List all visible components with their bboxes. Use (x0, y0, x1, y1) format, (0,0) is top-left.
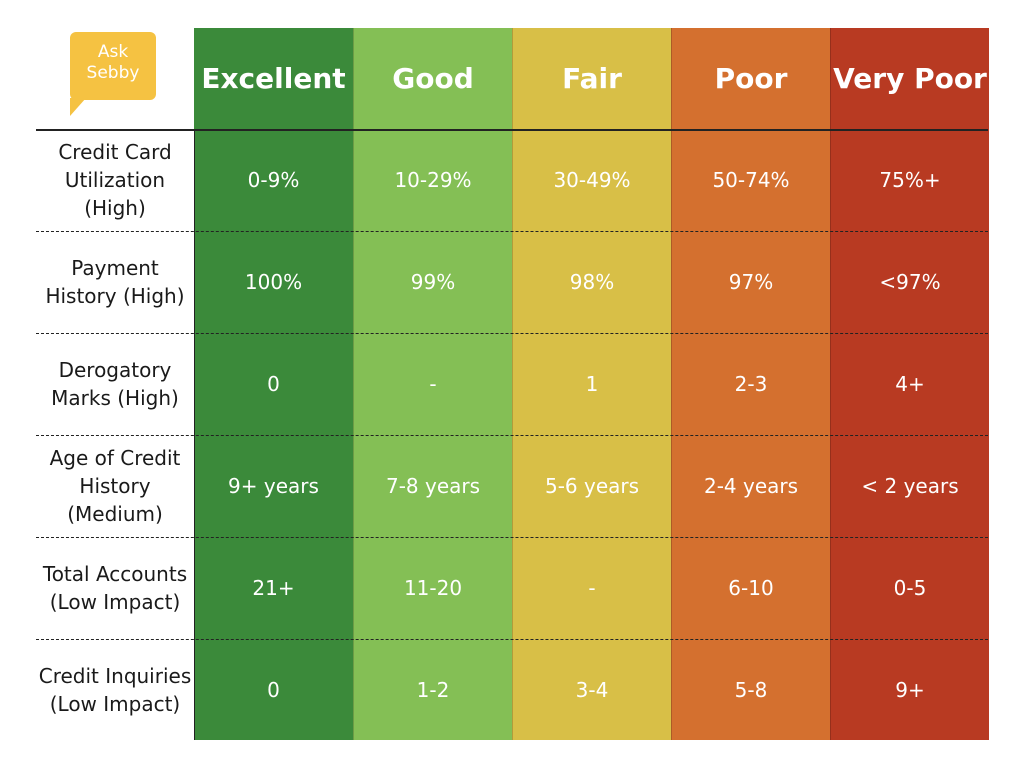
logo-line-1: Ask (97, 42, 129, 62)
column-header-excellent: Excellent (201, 62, 346, 95)
table-cell: 4+ (895, 372, 925, 396)
row-label-line: (Low Impact) (49, 590, 181, 614)
row-label-credit-card-utilization: Credit Card Utilization (High) (36, 129, 194, 231)
credit-score-table: Excellent 0-9% 100% 0 9+ years 21+ 0 Good 10-… (36, 28, 989, 741)
column-excellent: Excellent 0-9% 100% 0 9+ years 21+ 0 (194, 28, 353, 740)
table-cell: 2-3 (734, 372, 768, 396)
row-label-credit-inquiries: Credit Inquiries (Low Impact) (36, 639, 194, 741)
table-cell: 1 (585, 372, 599, 396)
row-label-line: Credit Card (58, 140, 172, 164)
table-cell: 97% (728, 270, 774, 294)
row-label-line: Total Accounts (42, 562, 188, 586)
table-cell: 2-4 years (703, 474, 799, 498)
row-label-line: Credit Inquiries (38, 664, 192, 688)
table-cell: - (429, 372, 437, 396)
column-very-poor: Very Poor 75%+ <97% 4+ < 2 years 0-5 9+ (830, 28, 989, 740)
table-cell: 1-2 (416, 678, 450, 702)
row-divider (36, 639, 988, 640)
column-good: Good 10-29% 99% - 7-8 years 11-20 1-2 (353, 28, 512, 740)
row-label-line: (Low Impact) (49, 692, 181, 716)
table-cell: 50-74% (712, 168, 790, 192)
column-fair: Fair 30-49% 98% 1 5-6 years - 3-4 (512, 28, 671, 740)
table-cell: 75%+ (879, 168, 941, 192)
ask-sebby-logo: Ask Sebby (70, 32, 156, 116)
column-header-fair: Fair (562, 62, 622, 95)
row-divider (36, 231, 988, 232)
row-label-total-accounts: Total Accounts (Low Impact) (36, 537, 194, 639)
table-cell: 7-8 years (385, 474, 481, 498)
column-header-good: Good (392, 62, 474, 95)
row-divider (36, 333, 988, 334)
table-cell: <97% (879, 270, 941, 294)
table-cell: 3-4 (575, 678, 609, 702)
table-cell: 10-29% (394, 168, 472, 192)
row-label-line: Age of Credit (49, 446, 181, 470)
table-cell: 98% (569, 270, 615, 294)
row-label-line: Payment (71, 256, 159, 280)
table-cell: 9+ (895, 678, 925, 702)
table-cell: < 2 years (861, 474, 959, 498)
table-cell: 5-8 (734, 678, 768, 702)
table-cell: 99% (410, 270, 456, 294)
table-cell: - (588, 576, 596, 600)
row-label-line: Derogatory (58, 358, 172, 382)
row-label-payment-history: Payment History (High) (36, 231, 194, 333)
table-cell: 21+ (252, 576, 295, 600)
column-header-poor: Poor (714, 62, 788, 95)
table-cell: 0 (267, 678, 280, 702)
table-cell: 9+ years (228, 474, 319, 498)
column-header-very-poor: Very Poor (833, 62, 987, 95)
row-label-line: (Medium) (67, 502, 163, 526)
row-label-line: History (High) (45, 284, 185, 308)
row-divider (36, 435, 988, 436)
table-cell: 6-10 (728, 576, 774, 600)
table-cell: 11-20 (403, 576, 463, 600)
speech-bubble-tail (70, 98, 86, 116)
header-divider (36, 129, 988, 131)
table-cell: 30-49% (553, 168, 631, 192)
table-cell: 100% (244, 270, 303, 294)
table-cell: 5-6 years (544, 474, 640, 498)
row-label-age-of-credit-history: Age of Credit History (Medium) (36, 435, 194, 537)
row-label-line: History (79, 474, 151, 498)
table-cell: 0-9% (247, 168, 300, 192)
table-cell: 0-5 (893, 576, 927, 600)
logo-line-2: Sebby (86, 63, 140, 83)
row-label-derogatory-marks: Derogatory Marks (High) (36, 333, 194, 435)
row-divider (36, 537, 988, 538)
row-label-line: Utilization (64, 168, 166, 192)
row-label-line: Marks (High) (51, 386, 179, 410)
table-cell: 0 (267, 372, 280, 396)
column-poor: Poor 50-74% 97% 2-3 2-4 years 6-10 5-8 (671, 28, 830, 740)
row-label-line: (High) (84, 196, 146, 220)
label-column-divider (194, 129, 195, 740)
